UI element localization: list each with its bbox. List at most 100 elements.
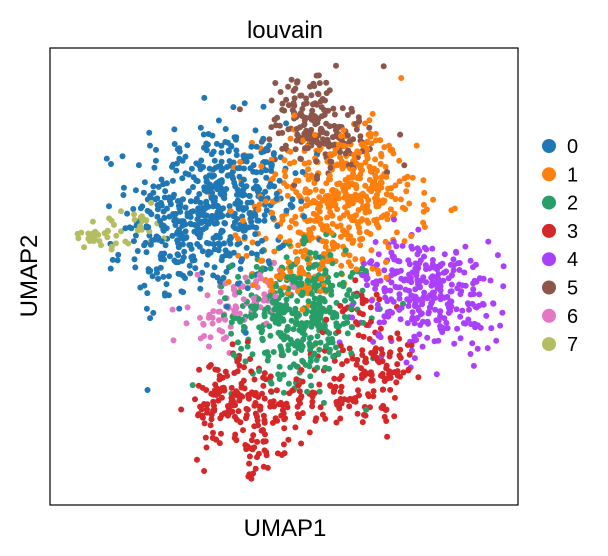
scatter-point-cluster-1: [316, 147, 323, 154]
scatter-point-cluster-2: [277, 287, 284, 294]
scatter-point-cluster-0: [225, 250, 232, 257]
scatter-point-cluster-3: [240, 377, 247, 384]
scatter-point-cluster-0: [252, 127, 259, 134]
scatter-point-cluster-3: [376, 296, 383, 303]
scatter-point-cluster-3: [349, 355, 356, 362]
scatter-point-cluster-0: [161, 194, 168, 201]
scatter-point-cluster-1: [291, 112, 298, 119]
scatter-point-cluster-3: [208, 390, 215, 397]
scatter-point-cluster-3: [322, 415, 329, 422]
scatter-point-cluster-5: [323, 130, 330, 137]
scatter-point-cluster-1: [360, 203, 366, 210]
scatter-point-cluster-2: [330, 353, 337, 360]
legend-marker-4: [542, 252, 556, 267]
scatter-point-cluster-4: [349, 314, 356, 321]
scatter-point-cluster-4: [387, 287, 394, 294]
scatter-point-cluster-3: [233, 416, 240, 423]
scatter-point-cluster-1: [367, 231, 374, 237]
scatter-point-cluster-4: [399, 242, 406, 249]
scatter-point-cluster-1: [373, 137, 379, 144]
scatter-point-cluster-0: [231, 219, 238, 226]
scatter-point-cluster-6: [216, 298, 223, 305]
scatter-point-cluster-3: [201, 420, 208, 427]
scatter-point-cluster-4: [409, 309, 416, 316]
scatter-point-cluster-1: [378, 184, 385, 191]
scatter-point-cluster-5: [302, 145, 308, 152]
scatter-point-cluster-4: [374, 301, 381, 308]
scatter-point-cluster-0: [176, 305, 183, 312]
scatter-point-cluster-1: [335, 195, 342, 202]
scatter-point-cluster-3: [309, 398, 316, 405]
scatter-point-cluster-4: [445, 309, 452, 316]
scatter-point-cluster-1: [356, 229, 363, 236]
scatter-point-cluster-2: [312, 320, 319, 327]
scatter-point-cluster-4: [451, 340, 458, 347]
scatter-point-cluster-3: [353, 319, 359, 326]
scatter-point-cluster-6: [272, 293, 279, 300]
scatter-point-cluster-4: [470, 286, 477, 293]
scatter-point-cluster-3: [217, 415, 224, 422]
scatter-point-cluster-0: [233, 147, 240, 154]
scatter-point-cluster-3: [355, 387, 361, 394]
scatter-point-cluster-0: [234, 241, 241, 248]
scatter-point-cluster-4: [381, 319, 387, 326]
scatter-point-cluster-3: [281, 425, 288, 432]
scatter-point-cluster-5: [344, 132, 351, 139]
scatter-point-cluster-3: [346, 403, 353, 410]
scatter-point-cluster-2: [308, 323, 315, 330]
scatter-point-cluster-3: [335, 328, 342, 335]
scatter-point-cluster-6: [207, 334, 214, 341]
scatter-point-cluster-0: [226, 203, 233, 210]
scatter-point-cluster-1: [312, 186, 319, 193]
scatter-point-cluster-1: [378, 150, 385, 157]
scatter-point-cluster-1: [346, 224, 352, 231]
scatter-point-cluster-3: [336, 376, 343, 382]
scatter-point-cluster-1: [273, 273, 280, 280]
scatter-point-cluster-4: [480, 301, 487, 308]
scatter-point-cluster-3: [252, 465, 259, 472]
scatter-point-cluster-1: [381, 144, 388, 151]
scatter-point-cluster-1: [329, 239, 336, 246]
scatter-point-cluster-0: [186, 262, 193, 269]
scatter-point-cluster-0: [169, 163, 175, 170]
scatter-point-cluster-0: [241, 165, 247, 172]
scatter-point-cluster-5: [279, 100, 286, 107]
scatter-point-cluster-2: [344, 330, 351, 337]
scatter-point-cluster-3: [216, 376, 223, 383]
legend-marker-7: [542, 337, 556, 352]
scatter-point-cluster-3: [267, 373, 274, 380]
scatter-point-cluster-7: [89, 218, 96, 225]
scatter-point-cluster-3: [251, 423, 258, 430]
scatter-point-cluster-5: [290, 87, 297, 94]
scatter-point-cluster-1: [408, 233, 415, 240]
scatter-point-cluster-0: [137, 205, 144, 212]
scatter-point-cluster-2: [285, 342, 292, 349]
scatter-point-cluster-2: [292, 305, 299, 312]
scatter-point-cluster-4: [433, 371, 440, 378]
scatter-point-cluster-6: [236, 310, 243, 317]
scatter-point-cluster-6: [183, 320, 190, 327]
scatter-point-cluster-4: [429, 279, 436, 286]
scatter-point-cluster-0: [238, 181, 245, 188]
scatter-point-cluster-3: [355, 332, 362, 339]
scatter-point-cluster-1: [354, 148, 361, 155]
scatter-point-cluster-2: [311, 277, 318, 284]
scatter-point-cluster-2: [267, 332, 274, 339]
scatter-point-cluster-0: [152, 196, 159, 203]
scatter-point-cluster-7: [118, 228, 124, 235]
scatter-point-cluster-0: [174, 251, 181, 258]
scatter-point-cluster-4: [461, 269, 468, 276]
scatter-point-cluster-3: [391, 394, 398, 401]
scatter-point-cluster-4: [441, 251, 448, 258]
scatter-point-cluster-1: [366, 117, 373, 124]
scatter-point-cluster-2: [338, 270, 345, 277]
scatter-point-cluster-2: [353, 293, 360, 300]
scatter-point-cluster-0: [195, 208, 202, 215]
scatter-point-cluster-3: [281, 450, 288, 457]
scatter-point-cluster-5: [401, 162, 408, 169]
scatter-point-cluster-1: [340, 227, 347, 234]
scatter-point-cluster-5: [323, 120, 330, 127]
scatter-point-cluster-0: [147, 142, 153, 149]
scatter-point-cluster-0: [190, 184, 196, 190]
scatter-point-cluster-5: [314, 173, 321, 179]
